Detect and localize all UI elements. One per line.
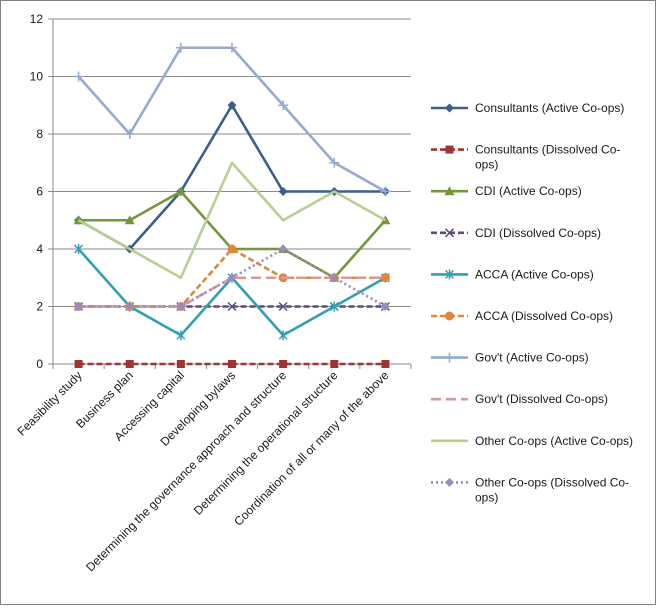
data-point — [444, 269, 455, 280]
data-point — [228, 360, 236, 368]
y-tick-label: 6 — [36, 185, 43, 199]
series-line — [77, 46, 387, 193]
data-point — [330, 360, 339, 368]
data-point — [444, 186, 455, 196]
legend-entry: Gov't (Active Co-ops) — [431, 351, 589, 365]
data-point — [227, 42, 237, 53]
data-point — [74, 302, 84, 311]
data-point — [227, 244, 237, 254]
data-point — [227, 301, 237, 312]
series-line — [77, 161, 387, 280]
x-tick-label: Feasibility study — [14, 368, 84, 438]
legend-entry: Other Co-ops (Dissolved Co-ops) — [431, 475, 629, 504]
legend-entry: Consultants (Active Co-ops) — [431, 101, 624, 115]
data-point — [445, 311, 454, 321]
y-tick-label: 4 — [36, 242, 43, 256]
y-tick-label: 12 — [30, 12, 44, 26]
data-point — [381, 360, 390, 368]
legend-entry: Consultants (Dissolved Co-ops) — [431, 143, 620, 172]
legend-label: ACCA (Active Co-ops) — [475, 267, 594, 281]
data-point — [278, 187, 288, 196]
axes — [48, 18, 412, 369]
data-point — [227, 100, 237, 110]
data-point — [74, 244, 84, 254]
legend-label: Other Co-ops (Dissolved Co- — [475, 475, 629, 489]
data-point — [74, 360, 83, 368]
data-point — [329, 301, 339, 312]
series-lines — [73, 42, 391, 368]
legend-entry: CDI (Active Co-ops) — [431, 184, 582, 198]
series-line — [78, 190, 387, 280]
data-point — [176, 330, 186, 341]
data-point — [380, 273, 390, 283]
legend-entry: Other Co-ops (Active Co-ops) — [431, 434, 633, 448]
data-point — [125, 302, 135, 311]
data-point — [278, 330, 288, 341]
data-point — [176, 302, 186, 311]
legend-label: Consultants (Dissolved Co- — [475, 143, 620, 157]
legend-entry: ACCA (Active Co-ops) — [431, 267, 594, 281]
legend-label: ops) — [475, 158, 498, 172]
legend-label: ACCA (Dissolved Co-ops) — [475, 309, 613, 323]
legend-label: Consultants (Active Co-ops) — [475, 101, 624, 115]
data-point — [124, 215, 135, 225]
data-point — [278, 244, 288, 254]
series-2 — [73, 186, 391, 282]
data-point — [445, 103, 454, 113]
data-point — [444, 228, 455, 238]
legend-entry: Gov't (Dissolved Co-ops) — [431, 392, 608, 406]
data-point — [329, 273, 339, 283]
legend-label: Gov't (Active Co-ops) — [475, 351, 589, 365]
legend-entry: CDI (Dissolved Co-ops) — [431, 226, 601, 240]
series-9 — [74, 244, 390, 311]
series-8 — [77, 161, 387, 280]
data-point — [125, 360, 134, 368]
data-point — [278, 301, 288, 312]
y-tick-label: 0 — [36, 357, 43, 371]
y-tick-label: 10 — [30, 70, 44, 84]
data-point — [175, 42, 186, 53]
y-tick-label: 8 — [36, 127, 43, 141]
data-point — [380, 302, 390, 311]
legend-label: Gov't (Dissolved Co-ops) — [475, 392, 608, 406]
data-point — [279, 360, 288, 368]
series-1 — [74, 360, 390, 368]
legend-label: CDI (Dissolved Co-ops) — [475, 226, 601, 240]
legend-label: CDI (Active Co-ops) — [475, 184, 582, 198]
data-point — [329, 157, 340, 168]
series-6 — [73, 42, 391, 197]
y-tick-label: 2 — [36, 300, 43, 314]
series-4 — [74, 244, 390, 341]
data-point — [380, 186, 391, 197]
data-point — [227, 273, 237, 283]
data-point — [124, 129, 135, 139]
data-point — [176, 360, 185, 368]
data-point — [175, 186, 186, 196]
data-point — [445, 145, 454, 154]
data-point — [445, 477, 454, 487]
legend-entry: ACCA (Dissolved Co-ops) — [431, 309, 613, 323]
legend-label: Other Co-ops (Active Co-ops) — [475, 434, 633, 448]
legend-label: ops) — [475, 490, 498, 504]
data-point — [73, 71, 84, 82]
data-point — [444, 352, 455, 363]
data-point — [278, 100, 289, 111]
series-line — [77, 248, 387, 337]
y-tick-labels: 0 2 4 6 8 10 12 — [30, 12, 44, 371]
legend: Consultants (Active Co-ops) Consultants (… — [431, 101, 633, 504]
